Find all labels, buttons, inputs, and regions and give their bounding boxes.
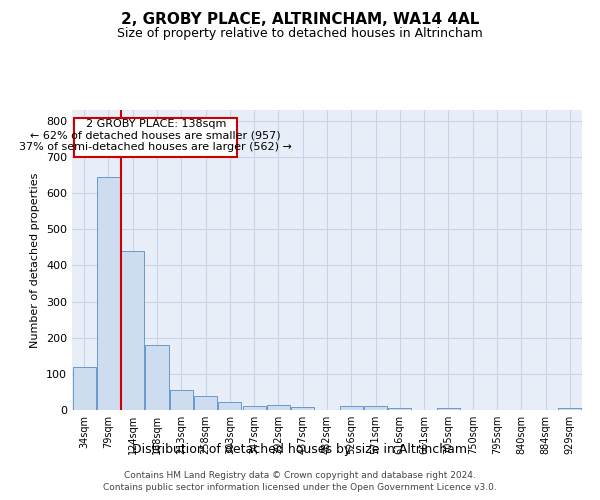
- Bar: [291, 407, 314, 410]
- Text: Distribution of detached houses by size in Altrincham: Distribution of detached houses by size …: [133, 442, 467, 456]
- Y-axis label: Number of detached properties: Number of detached properties: [31, 172, 40, 348]
- Bar: [145, 345, 169, 410]
- Bar: [340, 406, 363, 410]
- Bar: [121, 251, 144, 410]
- Text: 2, GROBY PLACE, ALTRINCHAM, WA14 4AL: 2, GROBY PLACE, ALTRINCHAM, WA14 4AL: [121, 12, 479, 28]
- Bar: [218, 402, 241, 410]
- Bar: [388, 408, 412, 410]
- Bar: [242, 406, 266, 410]
- Bar: [437, 408, 460, 410]
- Text: Contains HM Land Registry data © Crown copyright and database right 2024.: Contains HM Land Registry data © Crown c…: [124, 471, 476, 480]
- Bar: [73, 366, 95, 410]
- Bar: [194, 396, 217, 410]
- Text: 2 GROBY PLACE: 138sqm
← 62% of detached houses are smaller (957)
37% of semi-det: 2 GROBY PLACE: 138sqm ← 62% of detached …: [19, 118, 292, 152]
- Bar: [74, 118, 237, 157]
- Bar: [364, 406, 387, 410]
- Bar: [267, 406, 290, 410]
- Bar: [559, 408, 581, 410]
- Text: Contains public sector information licensed under the Open Government Licence v3: Contains public sector information licen…: [103, 484, 497, 492]
- Bar: [97, 177, 120, 410]
- Text: Size of property relative to detached houses in Altrincham: Size of property relative to detached ho…: [117, 28, 483, 40]
- Bar: [170, 390, 193, 410]
